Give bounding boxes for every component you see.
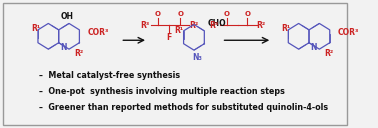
Text: R¹: R¹	[174, 26, 183, 35]
Text: O: O	[244, 10, 250, 17]
Text: R¹: R¹	[282, 24, 291, 33]
Text: N₃: N₃	[193, 53, 203, 62]
Text: OH: OH	[61, 12, 74, 21]
Text: N: N	[310, 43, 317, 52]
Text: COR³: COR³	[88, 28, 109, 37]
Text: O: O	[155, 10, 161, 17]
Text: O: O	[224, 10, 230, 17]
Text: R²: R²	[257, 21, 266, 30]
Text: –  One-pot  synthesis involving multiple reaction steps: – One-pot synthesis involving multiple r…	[39, 87, 285, 96]
Text: O: O	[177, 10, 183, 17]
Text: R¹: R¹	[31, 24, 40, 33]
Text: N: N	[60, 43, 66, 52]
Text: R³: R³	[209, 21, 219, 30]
Text: CHO: CHO	[207, 19, 226, 28]
Text: –  Metal catalyst-free synthesis: – Metal catalyst-free synthesis	[39, 71, 180, 80]
Text: R²: R²	[74, 49, 83, 57]
Text: R²: R²	[189, 21, 198, 30]
Text: COR³: COR³	[338, 28, 359, 37]
Text: R²: R²	[324, 49, 333, 57]
Text: R³: R³	[141, 21, 150, 30]
Text: F: F	[166, 33, 172, 42]
Text: –  Greener than reported methods for substituted quinolin-4-ols: – Greener than reported methods for subs…	[39, 103, 328, 112]
